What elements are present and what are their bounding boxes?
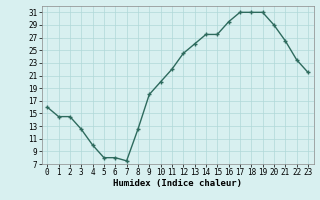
X-axis label: Humidex (Indice chaleur): Humidex (Indice chaleur) <box>113 179 242 188</box>
